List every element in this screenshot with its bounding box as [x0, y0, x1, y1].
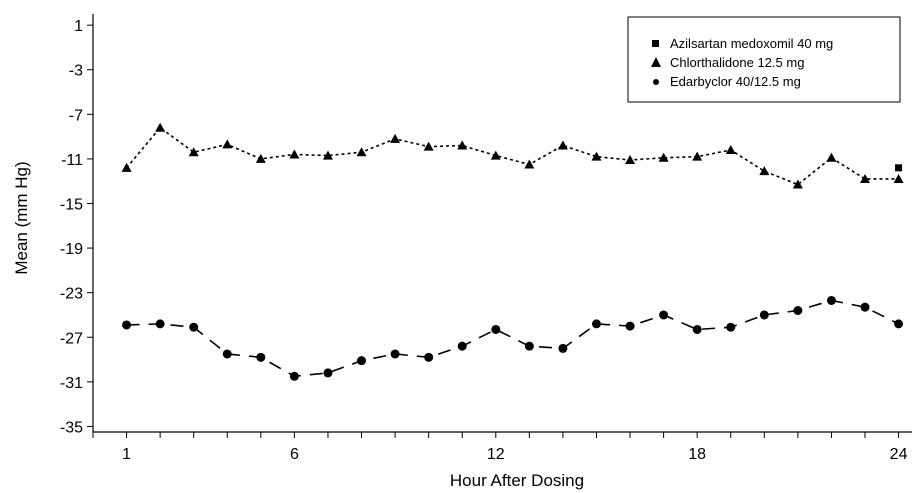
circle-point	[289, 371, 299, 381]
circle-point	[793, 306, 803, 316]
triangle-point	[692, 151, 703, 161]
circle-point	[625, 321, 635, 331]
series-line	[126, 299, 899, 378]
legend-circle-marker	[653, 79, 659, 85]
triangle-point	[490, 150, 501, 160]
y-tick-label: -19	[60, 241, 83, 258]
triangle-point	[255, 153, 266, 163]
circle-point	[357, 356, 367, 366]
circle-point	[826, 295, 836, 305]
circle-point	[424, 352, 434, 362]
y-tick-label: -3	[69, 63, 83, 80]
x-ticks: 1 6 12 18 24	[92, 432, 908, 463]
legend-label-chlorthalidone: Chlorthalidone 12.5 mg	[670, 55, 804, 70]
triangle-point	[423, 141, 434, 151]
x-tick-label: 6	[290, 446, 299, 463]
triangle-point	[457, 140, 468, 150]
y-tick-label: -27	[60, 330, 83, 347]
circle-point	[524, 341, 534, 351]
legend-label-edarbyclor: Edarbyclor 40/12.5 mg	[670, 74, 801, 89]
triangle-point	[557, 140, 568, 150]
triangle-point	[658, 152, 669, 162]
triangle-point	[322, 150, 333, 160]
legend: Azilsartan medoxomil 40 mg Chlorthalidon…	[627, 16, 901, 103]
y-tick-label: -23	[60, 286, 83, 303]
circle-point	[558, 343, 568, 353]
y-tick-label: -7	[69, 107, 83, 124]
circle-point	[726, 322, 736, 332]
circle-point	[323, 368, 333, 378]
circle-point	[894, 319, 904, 329]
circle-point	[222, 349, 232, 359]
triangle-point	[860, 173, 871, 183]
y-tick-label: -35	[60, 419, 83, 436]
y-axis-title: Mean (mm Hg)	[12, 161, 31, 274]
y-tick-label: -15	[60, 196, 83, 213]
circle-point	[759, 310, 769, 320]
triangle-point	[289, 149, 300, 159]
x-tick-label: 12	[487, 446, 505, 463]
square-point	[895, 164, 903, 172]
triangle-point	[155, 122, 166, 132]
triangle-point	[222, 139, 233, 149]
legend-box	[627, 16, 901, 103]
y-tick-label: 1	[74, 18, 83, 35]
circle-point	[591, 319, 601, 329]
triangle-point	[759, 166, 770, 176]
circle-point	[860, 302, 870, 312]
triangle-point	[356, 147, 367, 157]
y-ticks: 1 -3 -7 -11 -15 -19 -23 -27 -31 -35	[60, 18, 93, 436]
legend-square-marker	[652, 40, 659, 47]
triangle-point	[524, 159, 535, 169]
triangle-point	[893, 173, 904, 183]
series-layer	[121, 122, 904, 381]
y-tick-label: -11	[61, 152, 83, 169]
triangle-point	[625, 155, 636, 165]
triangle-point	[591, 151, 602, 161]
legend-triangle-marker	[651, 57, 661, 67]
circle-point	[189, 322, 199, 332]
x-axis-title: Hour After Dosing	[450, 471, 584, 490]
triangle-point	[792, 179, 803, 189]
circle-point	[692, 324, 702, 334]
circle-point	[155, 319, 165, 329]
plot-area	[92, 14, 912, 433]
legend-label-azilsartan: Azilsartan medoxomil 40 mg	[670, 36, 833, 51]
x-tick-label: 18	[688, 446, 706, 463]
triangle-point	[121, 162, 132, 172]
y-tick-label: -31	[60, 375, 83, 392]
triangle-point	[390, 133, 401, 143]
circle-point	[457, 341, 467, 351]
circle-point	[390, 349, 400, 359]
triangle-point	[725, 144, 736, 154]
circle-point	[256, 352, 266, 362]
circle-point	[659, 310, 669, 320]
triangle-point	[188, 147, 199, 157]
series-line	[125, 126, 899, 186]
circle-point	[122, 320, 132, 330]
circle-point	[491, 324, 501, 334]
x-tick-label: 24	[890, 446, 908, 463]
x-tick-label: 1	[122, 446, 131, 463]
triangle-point	[826, 152, 837, 162]
